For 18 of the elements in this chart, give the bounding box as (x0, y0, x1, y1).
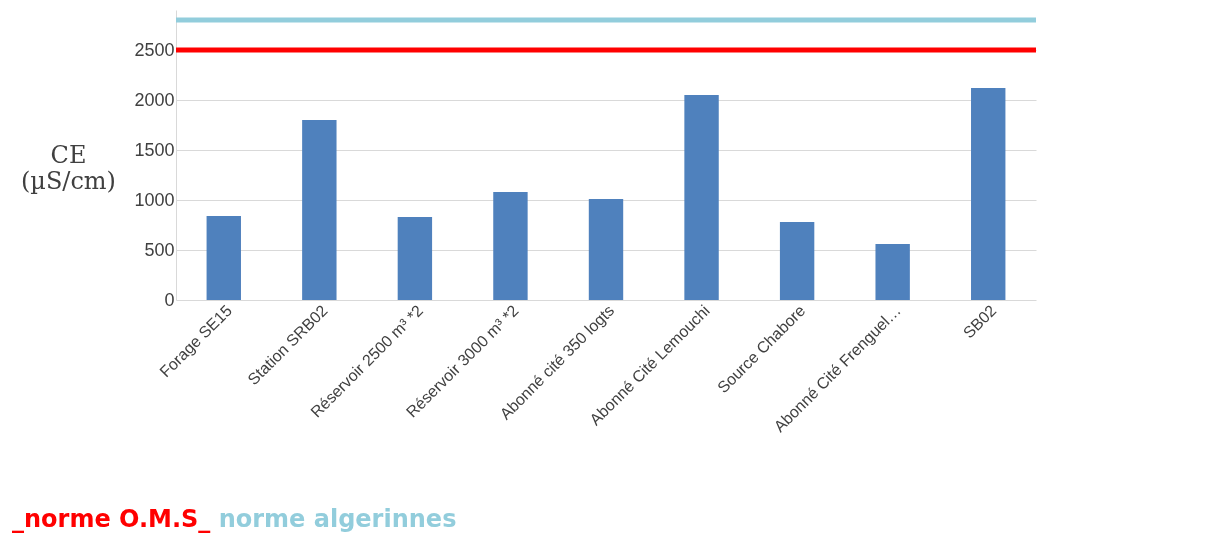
y-tick-label: 500 (144, 239, 175, 260)
bar (875, 244, 910, 300)
bar (588, 199, 624, 300)
y-tick-label: 2000 (134, 89, 175, 110)
bar (206, 216, 241, 300)
y-tick-label: 0 (164, 289, 175, 310)
bar (971, 88, 1006, 300)
y-axis-title: CE (µS/cm) (20, 140, 116, 195)
y-tick-label: 2500 (134, 39, 175, 60)
y-tick-label: 1500 (134, 139, 175, 160)
bar (779, 222, 815, 300)
y-tick-label: 1000 (134, 189, 175, 210)
bar (397, 217, 433, 300)
ref-line-label: _norme O.M.S_ (12, 505, 211, 533)
bar (684, 95, 719, 300)
bar (493, 192, 528, 300)
ref-line-label: norme algerinnes (217, 505, 457, 533)
bar (302, 120, 337, 300)
